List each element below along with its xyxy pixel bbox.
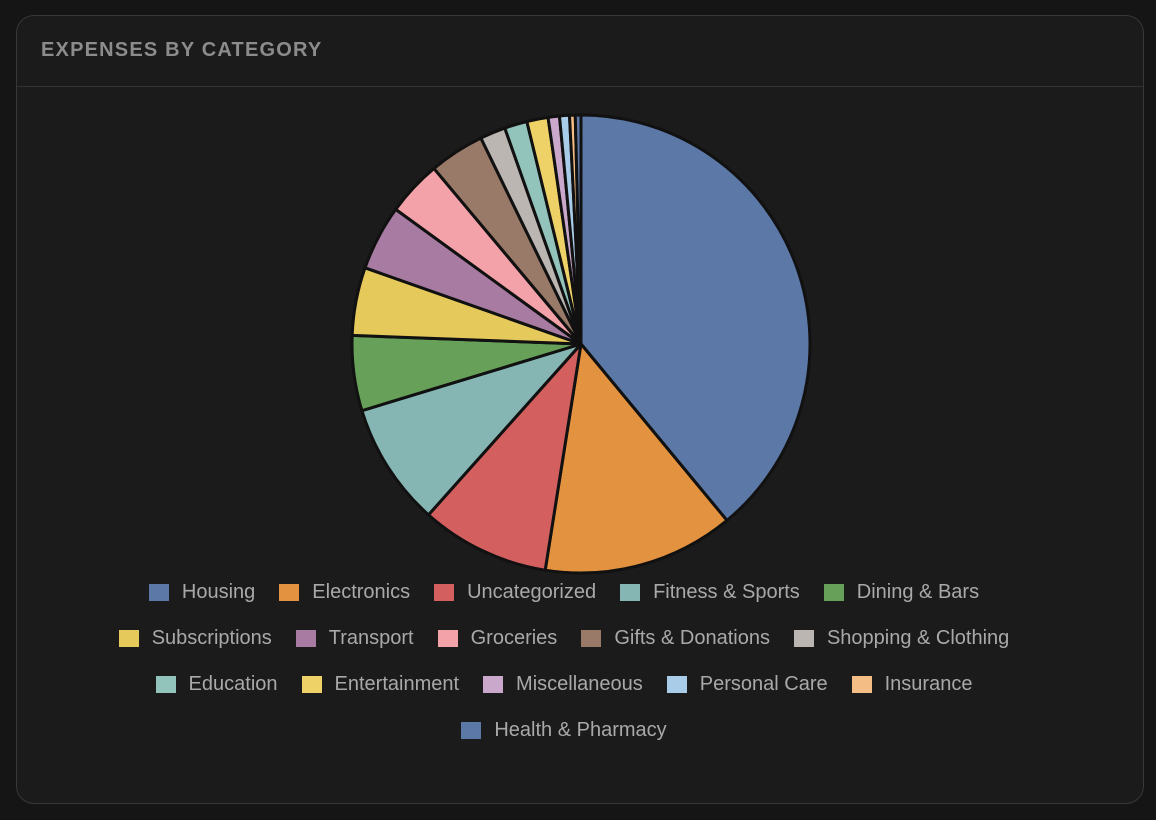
legend-label: Housing [182,581,255,604]
legend-item-education[interactable]: Education [156,669,278,699]
legend-item-health-pharmacy[interactable]: Health & Pharmacy [461,715,666,745]
legend-item-housing[interactable]: Housing [149,577,255,607]
legend-item-electronics[interactable]: Electronics [279,577,410,607]
legend-label: Fitness & Sports [653,581,800,604]
legend-swatch [824,584,844,601]
chart-legend: Housing Electronics Uncategorized Fitness &… [60,577,1068,745]
legend-label: Insurance [885,673,973,696]
legend-swatch [581,630,601,647]
legend-item-groceries[interactable]: Groceries [438,623,558,653]
legend-swatch [156,676,176,693]
legend-swatch [461,722,481,739]
legend-swatch [438,630,458,647]
legend-swatch [302,676,322,693]
legend-item-entertainment[interactable]: Entertainment [302,669,460,699]
legend-label: Shopping & Clothing [827,627,1009,650]
legend-swatch [296,630,316,647]
legend-label: Dining & Bars [857,581,979,604]
legend-swatch [119,630,139,647]
pie-slices [352,115,810,573]
legend-item-dining-bars[interactable]: Dining & Bars [824,577,979,607]
legend-label: Subscriptions [152,627,272,650]
legend-swatch [620,584,640,601]
legend-label: Entertainment [335,673,460,696]
legend-item-miscellaneous[interactable]: Miscellaneous [483,669,643,699]
legend-label: Health & Pharmacy [494,719,666,742]
legend-label: Gifts & Donations [614,627,770,650]
legend-item-uncategorized[interactable]: Uncategorized [434,577,596,607]
legend-item-shopping-clothing[interactable]: Shopping & Clothing [794,623,1009,653]
legend-label: Groceries [471,627,558,650]
legend-label: Electronics [312,581,410,604]
legend-swatch [149,584,169,601]
legend-item-gifts-donations[interactable]: Gifts & Donations [581,623,770,653]
legend-item-fitness-sports[interactable]: Fitness & Sports [620,577,800,607]
legend-swatch [279,584,299,601]
legend-item-insurance[interactable]: Insurance [852,669,973,699]
legend-swatch [794,630,814,647]
legend-label: Education [189,673,278,696]
legend-item-personal-care[interactable]: Personal Care [667,669,828,699]
legend-swatch [667,676,687,693]
legend-swatch [434,584,454,601]
legend-label: Uncategorized [467,581,596,604]
legend-label: Miscellaneous [516,673,643,696]
legend-swatch [483,676,503,693]
legend-label: Transport [329,627,414,650]
legend-label: Personal Care [700,673,828,696]
legend-item-subscriptions[interactable]: Subscriptions [119,623,272,653]
legend-item-transport[interactable]: Transport [296,623,414,653]
legend-swatch [852,676,872,693]
